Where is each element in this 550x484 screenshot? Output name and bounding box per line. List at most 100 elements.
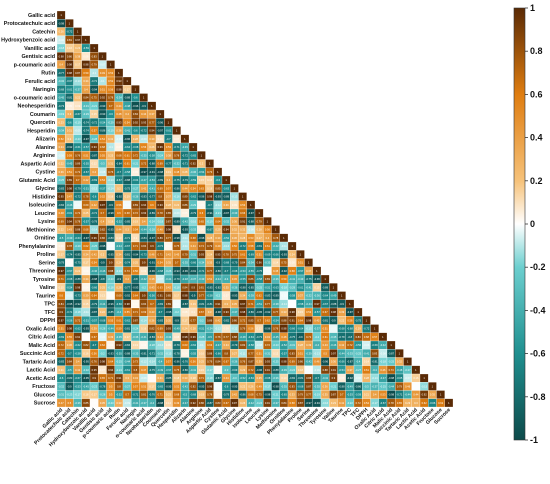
cell-value: -0.09 xyxy=(314,368,320,372)
cell-value: 0.22 xyxy=(59,228,65,232)
cell-value: -0.95 xyxy=(83,376,89,380)
cell-value: 0.82 xyxy=(149,327,155,331)
cell-value: -0.28 xyxy=(149,228,155,232)
cell-value: 0.46 xyxy=(405,384,411,388)
cell-value: -0.17 xyxy=(372,401,378,405)
cell-value: 0.25 xyxy=(83,211,89,215)
cell-value: 0.26 xyxy=(59,30,65,34)
cell-value: 0.87 xyxy=(298,401,304,405)
cell-value: 0.63 xyxy=(199,186,205,190)
cell-value: -0.29 xyxy=(83,112,89,116)
cell-value: 0.94 xyxy=(141,203,147,207)
cell-value: -0.96 xyxy=(322,360,328,364)
cell-value: 0.17 xyxy=(125,335,131,339)
cell-value: 0.84 xyxy=(59,302,65,306)
cell-value: -0.95 xyxy=(256,310,262,314)
cell-value: -0.02 xyxy=(281,294,287,298)
cell-value: -0.67 xyxy=(66,79,72,83)
cell-value: 0.97 xyxy=(100,203,106,207)
cell-value: -0.18 xyxy=(108,285,114,289)
cell-value: -0.83 xyxy=(141,195,147,199)
cell-value: 0.44 xyxy=(116,104,122,108)
cell-value: -0.58 xyxy=(124,170,130,174)
cell-value: -0.11 xyxy=(83,310,89,314)
cell-value: -0.96 xyxy=(256,368,262,372)
row-label: Cystine xyxy=(36,170,55,176)
cell-value: -0.89 xyxy=(174,219,180,223)
cell-value: 0.83 xyxy=(92,54,98,58)
cell-value: -0.88 xyxy=(240,285,246,289)
cell-value: 1 xyxy=(415,368,417,372)
cell-value: 0.34 xyxy=(224,343,230,347)
cell-value: 0.9 xyxy=(142,294,146,298)
cell-value: -0.72 xyxy=(157,244,163,248)
cell-value: 0.01 xyxy=(108,294,114,298)
cell-value: 0.39 xyxy=(83,294,89,298)
cell-value: 0.17 xyxy=(182,318,188,322)
cell-value: 0.17 xyxy=(174,294,180,298)
cell-value: 0.44 xyxy=(116,228,122,232)
cell-value: 0.28 xyxy=(133,137,139,141)
cell-value: 1 xyxy=(333,285,335,289)
row-label: Catechin xyxy=(32,29,55,35)
cell-value: -0.21 xyxy=(330,384,336,388)
cell-value: 0.51 xyxy=(100,87,106,91)
colorbar-tick-label: 1 xyxy=(530,3,535,13)
cell-value: 0.35 xyxy=(100,401,106,405)
cell-value: 0.75 xyxy=(174,368,180,372)
cell-value: 1 xyxy=(300,252,302,256)
cell-value: 0.03 xyxy=(215,368,221,372)
cell-value: 0.29 xyxy=(405,401,411,405)
cell-value: 0.77 xyxy=(306,393,312,397)
cell-value: 0.61 xyxy=(125,162,131,166)
cell-value: -0.32 xyxy=(223,219,229,223)
cell-value: -0.35 xyxy=(182,261,188,265)
cell-value: -0.91 xyxy=(149,261,155,265)
cell-value: 0.57 xyxy=(166,186,172,190)
cell-value: -0.36 xyxy=(273,376,279,380)
cell-value: 0.42 xyxy=(92,252,98,256)
cell-value: 0.16 xyxy=(199,351,205,355)
cell-value: 0.47 xyxy=(67,195,73,199)
cell-value: 0.12 xyxy=(257,327,263,331)
cell-value: -0.34 xyxy=(198,261,204,265)
cell-value: -0.18 xyxy=(380,360,386,364)
cell-value: -0.96 xyxy=(157,120,163,124)
cell-value: 0.28 xyxy=(240,236,246,240)
cell-value: 0.67 xyxy=(224,360,230,364)
cell-value: -0.12 xyxy=(215,203,221,207)
cell-value: -0.77 xyxy=(149,195,155,199)
cell-value: 0.75 xyxy=(281,261,287,265)
cell-value: -0.6 xyxy=(67,120,72,124)
cell-value: 0.77 xyxy=(149,120,155,124)
row-label: Histidine xyxy=(32,194,55,200)
cell-value: 0.42 xyxy=(92,203,98,207)
cell-value: -0.49 xyxy=(174,327,180,331)
cell-value: 0.36 xyxy=(224,203,230,207)
cell-value: 0.48 xyxy=(281,335,287,339)
cell-value: 0.28 xyxy=(207,236,213,240)
cell-value: 0.43 xyxy=(323,343,329,347)
cell-value: -0.9 xyxy=(331,318,336,322)
cell-value: -0.95 xyxy=(108,228,114,232)
cell-value: -0.3 xyxy=(364,384,369,388)
cell-value: 0.69 xyxy=(290,360,296,364)
cell-value: -0.95 xyxy=(165,384,171,388)
cell-value: -0.14 xyxy=(157,343,163,347)
cell-value: -0.13 xyxy=(91,186,97,190)
cell-value: 0.42 xyxy=(141,186,147,190)
cell-value: -0.09 xyxy=(75,129,81,133)
cell-value: 0.13 xyxy=(133,343,139,347)
cell-value: -0.65 xyxy=(396,376,402,380)
cell-value: -0.32 xyxy=(83,368,89,372)
cell-value: 0.48 xyxy=(116,112,122,116)
cell-value: -0.15 xyxy=(165,351,171,355)
cell-value: 0.63 xyxy=(207,343,213,347)
cell-value: -0.15 xyxy=(306,327,312,331)
cell-value: -0.92 xyxy=(124,294,130,298)
cell-value: -0.75 xyxy=(355,318,361,322)
cell-value: -0.76 xyxy=(182,360,188,364)
row-label: Tartaric Acid xyxy=(23,359,55,365)
colorbar-tick-label: -0.4 xyxy=(530,305,546,315)
